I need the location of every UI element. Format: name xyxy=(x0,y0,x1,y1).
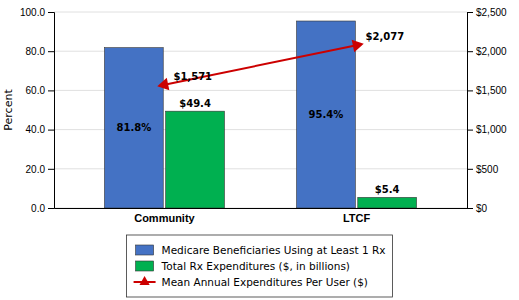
data-label: 95.4% xyxy=(309,109,344,120)
legend-swatch xyxy=(139,276,149,285)
legend-label: Medicare Beneficiaries Using at Least 1 … xyxy=(162,244,386,256)
tick-label: $2,500 xyxy=(476,7,507,18)
y2-axis: $0 $500 $1,000 $1,500 $2,000 $2,500 xyxy=(467,7,507,214)
y-axis-line xyxy=(48,13,55,209)
tick-mark xyxy=(467,51,473,52)
data-label: $2,077 xyxy=(366,31,405,42)
grid xyxy=(54,12,467,208)
tick: $2,500 xyxy=(467,7,507,18)
tick: 0.0 xyxy=(31,203,54,214)
tick: 60.0 xyxy=(26,85,54,96)
tick-mark xyxy=(48,12,54,13)
tick-label: 20.0 xyxy=(26,164,46,175)
data-label: $5.4 xyxy=(375,184,400,195)
legend: Medicare Beneficiaries Using at Least 1 … xyxy=(127,235,393,297)
tick-mark xyxy=(467,169,473,170)
marker xyxy=(352,37,365,52)
tick-label: 100.0 xyxy=(20,7,45,18)
tick-mark xyxy=(467,90,473,91)
tick-mark xyxy=(48,51,54,52)
bar xyxy=(104,48,163,208)
y-axis: 0.0 20.0 40.0 60.0 80.0 100.0 xyxy=(20,7,55,214)
tick-label: 40.0 xyxy=(26,124,46,135)
tick-label: Community xyxy=(134,212,195,224)
bar-series xyxy=(104,21,355,208)
bar xyxy=(297,21,356,208)
tick-mark xyxy=(467,12,473,13)
tick-label: $500 xyxy=(476,164,499,175)
tick: $0 xyxy=(467,203,488,214)
tick-label: LTCF xyxy=(343,212,371,224)
tick: 100.0 xyxy=(20,7,54,18)
data-label: 81.8% xyxy=(116,122,151,133)
tick: $1,500 xyxy=(467,85,507,96)
tick-mark xyxy=(48,208,54,209)
legend-swatch xyxy=(136,261,154,271)
marker xyxy=(156,78,169,93)
tick: Community xyxy=(134,212,195,224)
data-label: $1,571 xyxy=(173,71,212,82)
tick-mark xyxy=(48,169,54,170)
tick: $2,000 xyxy=(467,46,507,57)
tick-label: $1,000 xyxy=(476,124,507,135)
tick-label: $0 xyxy=(476,203,488,214)
x-axis-line xyxy=(55,208,468,209)
legend-box xyxy=(127,235,393,297)
chart: 0.0 20.0 40.0 60.0 80.0 100.0 $0 $500 $1,000 $1,5… xyxy=(0,0,519,300)
tick-mark xyxy=(467,130,473,131)
data-label: $49.4 xyxy=(179,98,211,109)
tick: 40.0 xyxy=(26,124,54,135)
tick-mark xyxy=(48,130,54,131)
marks xyxy=(104,21,416,208)
y-axis-title: Percent xyxy=(2,89,15,131)
legend-item: Total Rx Expenditures ($, in billions) xyxy=(136,260,350,272)
tick-label: 80.0 xyxy=(26,46,46,57)
tick-mark xyxy=(48,90,54,91)
grid-line xyxy=(54,12,467,13)
x-axis: Community LTCF xyxy=(55,209,468,224)
legend-swatch xyxy=(136,245,154,255)
tick: $500 xyxy=(467,164,499,175)
tick-label: $2,000 xyxy=(476,46,507,57)
legend-item: Mean Annual Expenditures Per User ($) xyxy=(134,276,368,288)
tick-label: $1,500 xyxy=(476,85,507,96)
tick-label: 60.0 xyxy=(26,85,46,96)
tick-label: 0.0 xyxy=(31,203,45,214)
tick: 20.0 xyxy=(26,164,54,175)
bar xyxy=(166,111,225,208)
tick: 80.0 xyxy=(26,46,54,57)
tick: $1,000 xyxy=(467,124,507,135)
line xyxy=(164,45,356,85)
legend-label: Total Rx Expenditures ($, in billions) xyxy=(161,260,350,272)
legend-label: Mean Annual Expenditures Per User ($) xyxy=(162,276,368,288)
legend-item: Medicare Beneficiaries Using at Least 1 … xyxy=(136,244,386,256)
y2-axis-line xyxy=(468,13,474,209)
bar-series xyxy=(166,111,417,208)
plot: 0.0 20.0 40.0 60.0 80.0 100.0 $0 $500 $1,000 $1,5… xyxy=(2,7,507,224)
tick-mark xyxy=(467,208,473,209)
data-labels: 81.8% 95.4% $49.4 $5.4 $1,571 $2,077 xyxy=(116,31,404,195)
bar xyxy=(358,197,417,208)
tick: LTCF xyxy=(343,212,371,224)
